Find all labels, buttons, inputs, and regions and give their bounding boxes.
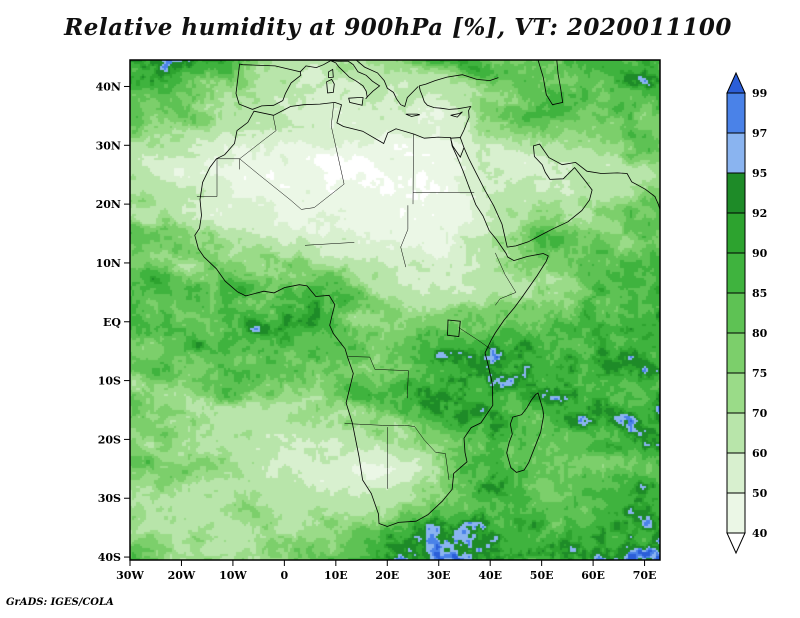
y-tick-label: 30S [98,492,121,505]
y-tick-label: 20N [96,198,121,211]
y-tick-label: 40N [96,80,121,93]
colorbar-arrow-top [726,71,746,94]
x-tick-label: 0 [281,569,289,582]
colorbar-label: 60 [752,447,768,460]
colorbar-band [726,372,746,414]
x-tick-label: 40E [478,569,502,582]
y-tick-label: 40S [98,551,121,564]
colorbar-band [726,412,746,454]
humidity-field-canvas [130,60,660,560]
y-tick-label: 30N [96,139,121,152]
colorbar-label: 85 [752,287,767,300]
colorbar-band [726,92,746,134]
colorbar-band [726,292,746,334]
colorbar-arrow-bottom [726,532,746,555]
colorbar-band [726,492,746,534]
colorbar-label: 40 [752,527,768,540]
colorbar-label: 99 [752,87,767,100]
y-tick-label: 10S [98,375,121,388]
x-tick-label: 20W [168,569,196,582]
colorbar-label: 97 [752,127,767,140]
colorbar-label: 80 [752,327,768,340]
x-tick-label: 60E [581,569,605,582]
x-tick-label: 30E [427,569,451,582]
x-tick-label: 20E [375,569,399,582]
y-tick-label: EQ [103,316,121,329]
x-tick-label: 50E [530,569,554,582]
colorbar-label: 95 [752,167,767,180]
colorbar-band [726,132,746,174]
colorbar-band [726,252,746,294]
chart-title: Relative humidity at 900hPa [%], VT: 202… [64,14,732,41]
y-tick-label: 10N [96,257,121,270]
x-tick-label: 10E [324,569,348,582]
colorbar-band [726,172,746,214]
x-tick-label: 10W [219,569,247,582]
colorbar-label: 50 [752,487,768,500]
x-tick-label: 30W [116,569,144,582]
y-tick-label: 20S [98,433,121,446]
x-tick-label: 70E [633,569,657,582]
colorbar-label: 70 [752,407,768,420]
colorbar-label: 75 [752,367,767,380]
colorbar-band [726,452,746,494]
colorbar-label: 90 [752,247,768,260]
colorbar-label: 92 [752,207,767,220]
credit-text: GrADS: IGES/COLA [6,597,114,608]
colorbar-band [726,332,746,374]
colorbar-band [726,212,746,254]
